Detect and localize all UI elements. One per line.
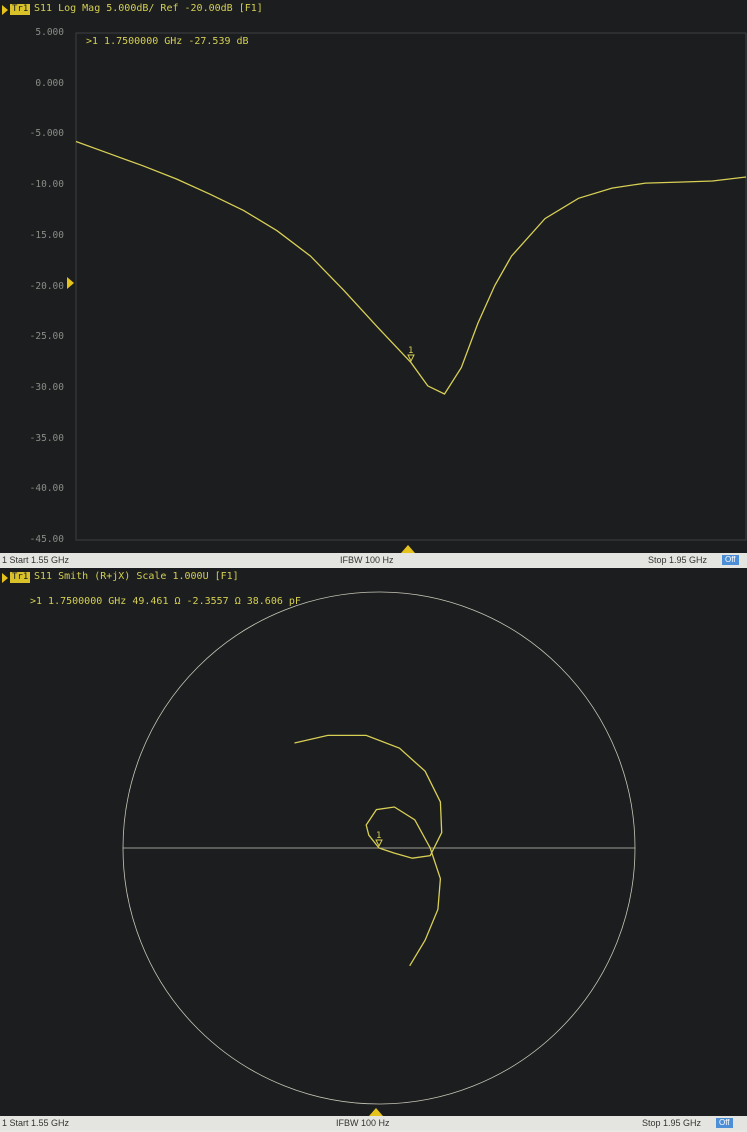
marker-1[interactable]: 1 bbox=[375, 831, 383, 848]
y-tick-label: -30.00 bbox=[29, 381, 64, 393]
s11-smith-trace bbox=[294, 734, 443, 967]
y-tick-label: 5.000 bbox=[35, 27, 64, 38]
y-tick-label: -15.00 bbox=[29, 229, 64, 241]
marker-label: 1 bbox=[376, 831, 381, 841]
status-badge: Off bbox=[716, 1118, 733, 1128]
y-tick-label: -45.00 bbox=[29, 534, 64, 545]
y-tick-label: -20.00 bbox=[29, 280, 64, 292]
ifbw-label[interactable]: IFBW 100 Hz bbox=[336, 1118, 390, 1128]
log-mag-panel: Tr1 S11 Log Mag 5.000dB/ Ref -20.00dB [F… bbox=[0, 0, 747, 553]
y-tick-label: -40.00 bbox=[29, 483, 64, 495]
start-frequency[interactable]: 1 Start 1.55 GHz bbox=[2, 1118, 70, 1128]
s11-log-mag-trace bbox=[75, 140, 747, 395]
smith-chart: 1 bbox=[122, 591, 636, 1105]
y-tick-label: -25.00 bbox=[29, 331, 64, 343]
status-badge: Off bbox=[722, 555, 739, 565]
y-tick-label: -35.00 bbox=[29, 432, 64, 444]
trace-title: S11 Log Mag 5.000dB/ Ref -20.00dB [F1] bbox=[34, 3, 263, 14]
y-tick-label: -10.00 bbox=[29, 179, 64, 191]
smith-header: Tr1 S11 Smith (R+jX) Scale 1.000U [F1] bbox=[0, 568, 747, 586]
y-tick-label: 0.000 bbox=[35, 77, 64, 89]
smith-chart-panel: Tr1 S11 Smith (R+jX) Scale 1.000U [F1] >… bbox=[0, 568, 747, 1116]
ifbw-label[interactable]: IFBW 100 Hz bbox=[340, 555, 394, 565]
top-channel-status-bar: 1 Start 1.55 GHz IFBW 100 Hz Stop 1.95 G… bbox=[0, 553, 747, 567]
marker-triangle-icon bbox=[407, 354, 415, 363]
stimulus-marker-arrow-icon[interactable] bbox=[401, 545, 415, 553]
stop-frequency[interactable]: Stop 1.95 GHz bbox=[648, 555, 708, 565]
trace-label[interactable]: Tr1 bbox=[10, 4, 31, 15]
marker-readout: >1 1.7500000 GHz 49.461 Ω -2.3557 Ω 38.6… bbox=[30, 596, 301, 607]
log-mag-chart: 1 bbox=[75, 32, 747, 541]
stimulus-marker-arrow-icon[interactable] bbox=[369, 1108, 383, 1116]
marker-triangle-icon bbox=[375, 839, 383, 848]
marker-label: 1 bbox=[408, 346, 413, 356]
reference-level-arrow-icon[interactable] bbox=[67, 277, 74, 289]
trace-title: S11 Smith (R+jX) Scale 1.000U [F1] bbox=[34, 571, 239, 582]
active-trace-arrow-icon bbox=[2, 5, 8, 15]
plot-area-border bbox=[75, 32, 747, 541]
marker-1[interactable]: 1 bbox=[407, 346, 415, 363]
active-trace-arrow-icon bbox=[2, 573, 8, 583]
stop-frequency[interactable]: Stop 1.95 GHz bbox=[642, 1118, 702, 1128]
bottom-channel-status-bar: 1 Start 1.55 GHz IFBW 100 Hz Stop 1.95 G… bbox=[0, 1116, 747, 1130]
y-tick-label: -5.000 bbox=[29, 128, 64, 140]
trace-label[interactable]: Tr1 bbox=[10, 572, 31, 583]
start-frequency[interactable]: 1 Start 1.55 GHz bbox=[2, 555, 70, 565]
log-mag-header: Tr1 S11 Log Mag 5.000dB/ Ref -20.00dB [F… bbox=[0, 0, 747, 18]
marker-readout: >1 1.7500000 GHz -27.539 dB bbox=[86, 36, 249, 47]
